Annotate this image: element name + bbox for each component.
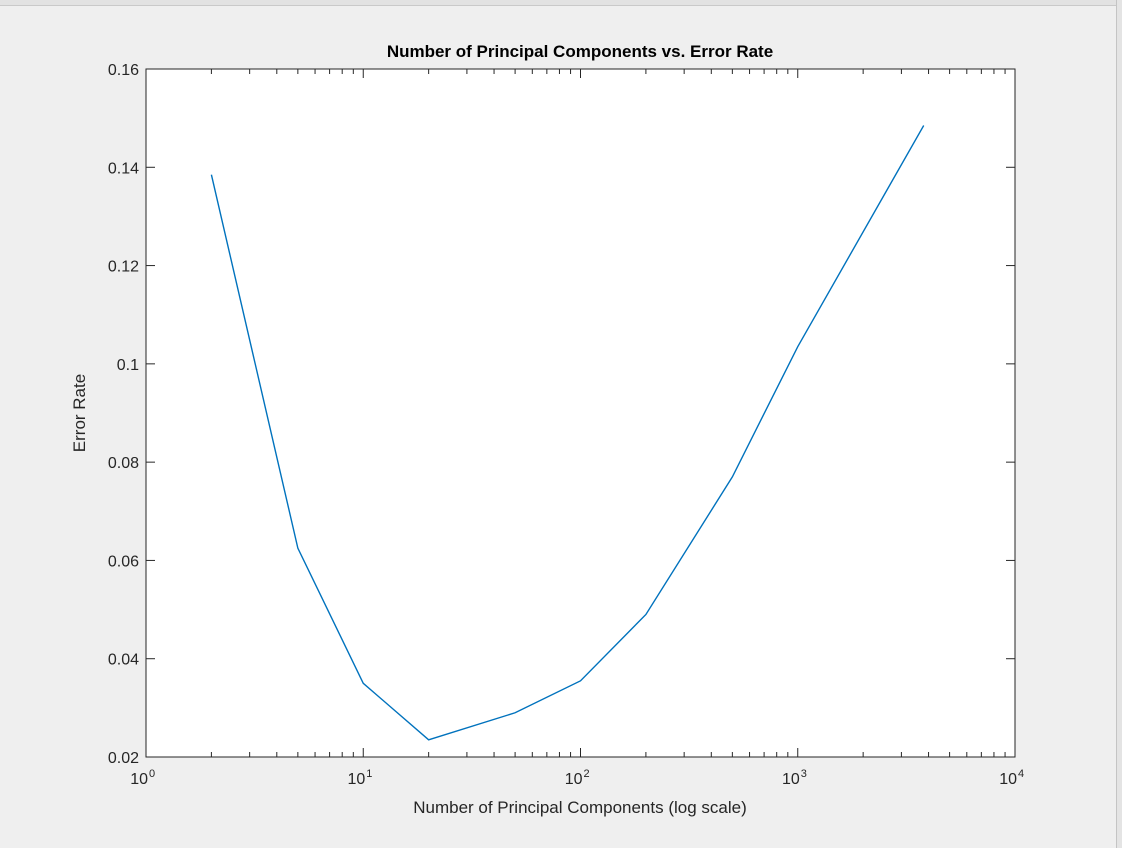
x-tick-exponent: 4: [1018, 768, 1024, 780]
x-tick-label: 10: [130, 771, 148, 788]
y-tick-label: 0.1: [117, 357, 139, 374]
error-rate-line: [210, 125, 925, 741]
window-top-edge: [0, 0, 1122, 6]
x-tick-exponent: 0: [149, 768, 155, 780]
x-tick-label: 10: [782, 771, 800, 788]
x-tick-label: 10: [999, 771, 1017, 788]
axis-ticks: [145, 68, 1016, 758]
y-tick-label: 0.14: [108, 160, 139, 177]
y-tick-label: 0.04: [108, 652, 139, 669]
x-tick-exponent: 1: [366, 768, 372, 780]
plot-area: [145, 68, 1016, 758]
y-tick-label: 0.12: [108, 259, 139, 276]
chart-title: Number of Principal Components vs. Error…: [387, 42, 773, 61]
y-axis-label: Error Rate: [70, 374, 89, 452]
x-tick-exponent: 3: [801, 768, 807, 780]
y-tick-label: 0.06: [108, 553, 139, 570]
x-tick-label: 10: [565, 771, 583, 788]
series-layer: [210, 125, 925, 741]
x-tick-label: 10: [347, 771, 365, 788]
x-axis-label: Number of Principal Components (log scal…: [413, 798, 747, 817]
window-right-edge: [1116, 0, 1122, 848]
x-tick-exponent: 2: [584, 768, 590, 780]
y-tick-label: 0.02: [108, 750, 139, 767]
y-tick-label: 0.16: [108, 62, 139, 79]
y-tick-label: 0.08: [108, 455, 139, 472]
